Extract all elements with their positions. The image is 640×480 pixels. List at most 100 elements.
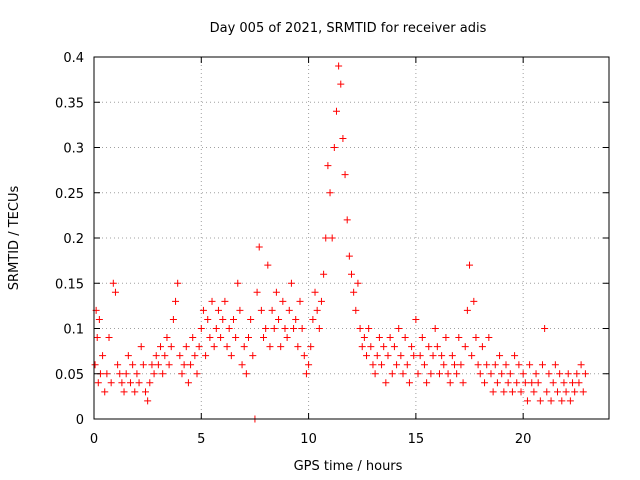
data-point <box>459 379 467 387</box>
data-point <box>317 297 325 305</box>
y-tick-label: 0.15 <box>55 277 84 292</box>
data-point <box>176 352 184 360</box>
data-point <box>517 388 525 396</box>
data-point <box>371 370 379 378</box>
data-point <box>556 370 564 378</box>
data-point <box>348 270 355 278</box>
data-point <box>352 306 360 314</box>
data-point <box>405 379 413 387</box>
data-point <box>180 361 188 369</box>
data-point <box>268 306 276 314</box>
data-point <box>455 334 463 342</box>
data-point <box>577 361 585 369</box>
data-point <box>116 370 124 378</box>
data-point <box>442 334 450 342</box>
data-point <box>397 352 405 360</box>
data-point <box>399 370 407 378</box>
data-point <box>367 343 375 351</box>
data-point <box>493 379 501 387</box>
data-point <box>294 343 302 351</box>
data-point <box>515 361 523 369</box>
data-point <box>320 270 328 278</box>
data-point <box>485 334 493 342</box>
data-point <box>356 325 364 332</box>
data-point <box>551 361 559 369</box>
x-tick-label: 10 <box>300 432 317 447</box>
data-point <box>307 343 315 351</box>
data-point <box>521 379 529 387</box>
data-point <box>414 370 422 378</box>
data-point <box>238 361 246 369</box>
data-point <box>440 361 448 369</box>
data-point <box>174 279 182 287</box>
data-point <box>279 297 287 305</box>
data-point <box>401 334 409 342</box>
data-point <box>257 306 265 314</box>
data-point <box>386 334 394 342</box>
data-point <box>530 388 538 396</box>
data-point <box>534 379 542 387</box>
data-point <box>487 370 495 378</box>
data-point <box>564 370 572 378</box>
data-point <box>101 388 109 396</box>
data-point <box>137 343 145 351</box>
data-point <box>560 379 568 387</box>
data-point <box>496 352 504 360</box>
data-point <box>476 370 484 378</box>
data-point <box>302 370 310 378</box>
data-point <box>287 279 295 287</box>
data-point <box>395 325 403 332</box>
data-point <box>444 370 452 378</box>
data-point <box>573 370 581 378</box>
data-point <box>322 234 330 242</box>
data-point <box>309 315 317 323</box>
data-point <box>433 343 441 351</box>
data-point <box>472 334 480 342</box>
data-point <box>232 334 240 342</box>
data-point <box>536 397 544 405</box>
data-point <box>229 315 237 323</box>
data-point <box>133 370 141 378</box>
data-point <box>191 352 199 360</box>
data-point <box>418 334 426 342</box>
data-point <box>93 334 101 342</box>
data-point <box>390 343 398 351</box>
data-point <box>247 315 255 323</box>
data-point <box>182 343 190 351</box>
data-point <box>581 370 589 378</box>
data-point <box>234 279 242 287</box>
data-point <box>558 397 566 405</box>
y-tick-label: 0.4 <box>63 51 84 66</box>
y-tick-label: 0.2 <box>63 232 84 247</box>
data-point <box>380 343 388 351</box>
data-point <box>498 370 506 378</box>
data-point <box>146 379 154 387</box>
data-point <box>305 361 313 369</box>
data-point <box>172 297 180 305</box>
data-point <box>427 370 435 378</box>
data-point <box>193 370 201 378</box>
data-point <box>109 279 117 287</box>
data-point <box>384 352 392 360</box>
data-point <box>369 361 377 369</box>
y-tick-label: 0.35 <box>55 96 84 111</box>
data-point <box>388 370 396 378</box>
y-tick-label: 0.05 <box>55 368 84 383</box>
data-point <box>330 144 338 151</box>
chart-title: Day 005 of 2021, SRMTID for receiver adi… <box>210 21 487 36</box>
data-point <box>453 370 461 378</box>
data-point <box>457 361 465 369</box>
data-point <box>451 361 458 369</box>
data-point <box>425 343 433 351</box>
data-point <box>275 315 283 323</box>
data-point <box>429 352 437 360</box>
data-point <box>221 297 229 305</box>
ticks-layer <box>93 56 609 420</box>
data-point <box>410 352 418 360</box>
data-point <box>313 306 321 314</box>
data-point <box>266 343 274 351</box>
data-point <box>281 325 289 332</box>
data-point <box>500 388 508 396</box>
data-point <box>148 361 156 369</box>
data-point <box>420 361 428 369</box>
